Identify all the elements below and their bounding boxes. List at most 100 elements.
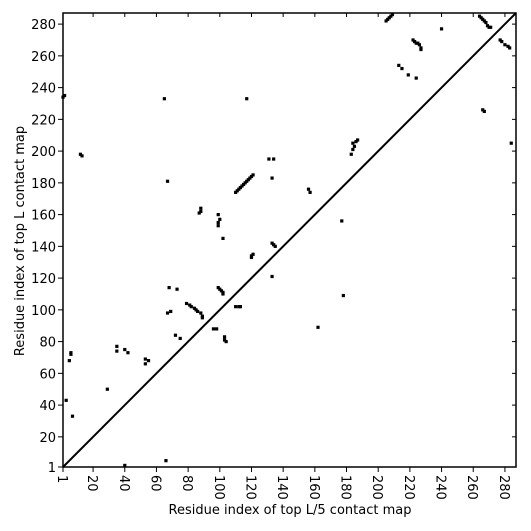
contact-point	[67, 359, 71, 363]
contact-point	[489, 25, 493, 29]
y-tick-label: 280	[31, 18, 56, 33]
contact-point	[169, 309, 173, 314]
contact-point	[64, 398, 68, 402]
contact-point	[164, 459, 168, 463]
contact-point	[178, 336, 182, 341]
contact-point	[397, 63, 401, 67]
contact-point	[184, 301, 189, 306]
y-tick-label: 240	[31, 82, 56, 97]
contact-point	[146, 359, 151, 363]
contact-point	[221, 236, 225, 241]
y-tick-label: 100	[31, 304, 56, 319]
contact-point	[143, 362, 147, 366]
y-tick-label: 20	[39, 431, 56, 446]
contact-point	[123, 463, 127, 468]
x-tick-label: 220	[401, 475, 416, 500]
x-tick-label: 120	[242, 475, 257, 500]
contact-point	[173, 333, 178, 337]
contact-point	[62, 93, 67, 98]
contact-point	[251, 173, 255, 177]
x-axis-label: Residue index of top L/5 contact map	[169, 503, 412, 518]
contact-point	[199, 206, 203, 210]
x-tick-label: 180	[338, 475, 353, 500]
contact-point	[251, 252, 255, 256]
contact-point	[197, 211, 201, 215]
contact-point	[115, 349, 119, 353]
contact-point	[414, 76, 418, 80]
contact-point	[340, 219, 344, 223]
y-tick-label: 260	[31, 50, 56, 65]
contact-point	[80, 154, 84, 158]
contact-point	[216, 213, 220, 217]
x-tick-label: 1	[54, 475, 69, 483]
contact-point	[222, 335, 227, 339]
contact-point	[484, 20, 488, 25]
contact-point	[165, 179, 170, 183]
x-tick-label: 80	[179, 475, 194, 492]
contact-point	[341, 293, 345, 298]
contact-point	[167, 286, 171, 290]
contact-point	[196, 309, 200, 314]
x-tick-label: 200	[369, 475, 384, 500]
contact-point	[267, 157, 271, 161]
y-tick-label: 200	[31, 145, 56, 160]
y-tick-label: 160	[31, 209, 56, 224]
contact-point	[439, 27, 444, 31]
y-tick-label: 120	[31, 272, 56, 287]
x-tick-label: 40	[116, 475, 131, 492]
contact-point	[162, 97, 166, 101]
contact-point	[175, 287, 179, 291]
contact-point	[221, 292, 225, 296]
x-tick-label: 140	[274, 475, 289, 500]
x-tick-label: 160	[306, 475, 321, 500]
contact-point	[351, 141, 355, 145]
y-tick-label: 180	[31, 177, 56, 192]
plot-frame	[62, 12, 517, 468]
contact-point	[349, 152, 353, 156]
contact-point	[306, 187, 311, 191]
y-tick-label: 60	[39, 367, 56, 382]
contact-point	[69, 352, 73, 356]
contact-point	[199, 311, 203, 315]
contact-point	[200, 316, 204, 320]
x-tick-label: 100	[211, 475, 226, 500]
y-axis-label: Residue index of top L contact map	[13, 126, 28, 356]
y-tick-label: 140	[31, 240, 56, 255]
y-tick-label: 80	[39, 336, 56, 351]
x-tick-label: 280	[496, 475, 511, 500]
contact-point	[123, 347, 127, 352]
contact-point	[390, 12, 395, 17]
contact-point	[509, 141, 513, 145]
contact-point	[384, 19, 388, 23]
contact-point	[356, 138, 360, 142]
contact-point	[126, 351, 130, 355]
contact-point	[503, 43, 507, 47]
contact-point	[272, 157, 276, 161]
contact-point	[316, 325, 320, 329]
contact-point	[419, 47, 423, 52]
contact-point	[224, 339, 228, 344]
contact-point	[216, 224, 220, 228]
contact-point	[352, 144, 357, 148]
contact-point	[238, 305, 242, 309]
contact-point	[270, 274, 274, 279]
contact-point	[211, 327, 216, 331]
contact-point	[215, 327, 219, 331]
y-tick-label: 220	[31, 113, 56, 128]
contact-point	[400, 66, 404, 71]
contact-point	[218, 217, 222, 221]
contact-point	[308, 190, 312, 194]
contact-point	[165, 311, 170, 315]
x-tick-label: 20	[84, 475, 99, 492]
contact-point	[417, 43, 421, 47]
x-tick-label: 60	[147, 475, 162, 492]
contact-point	[189, 305, 193, 309]
x-tick-label: 260	[464, 475, 479, 500]
contact-point	[70, 414, 75, 418]
contact-point	[115, 344, 119, 348]
contact-point	[105, 387, 109, 391]
contact-point	[482, 109, 486, 114]
diagonal-line	[62, 12, 517, 468]
contact-point	[406, 73, 410, 77]
